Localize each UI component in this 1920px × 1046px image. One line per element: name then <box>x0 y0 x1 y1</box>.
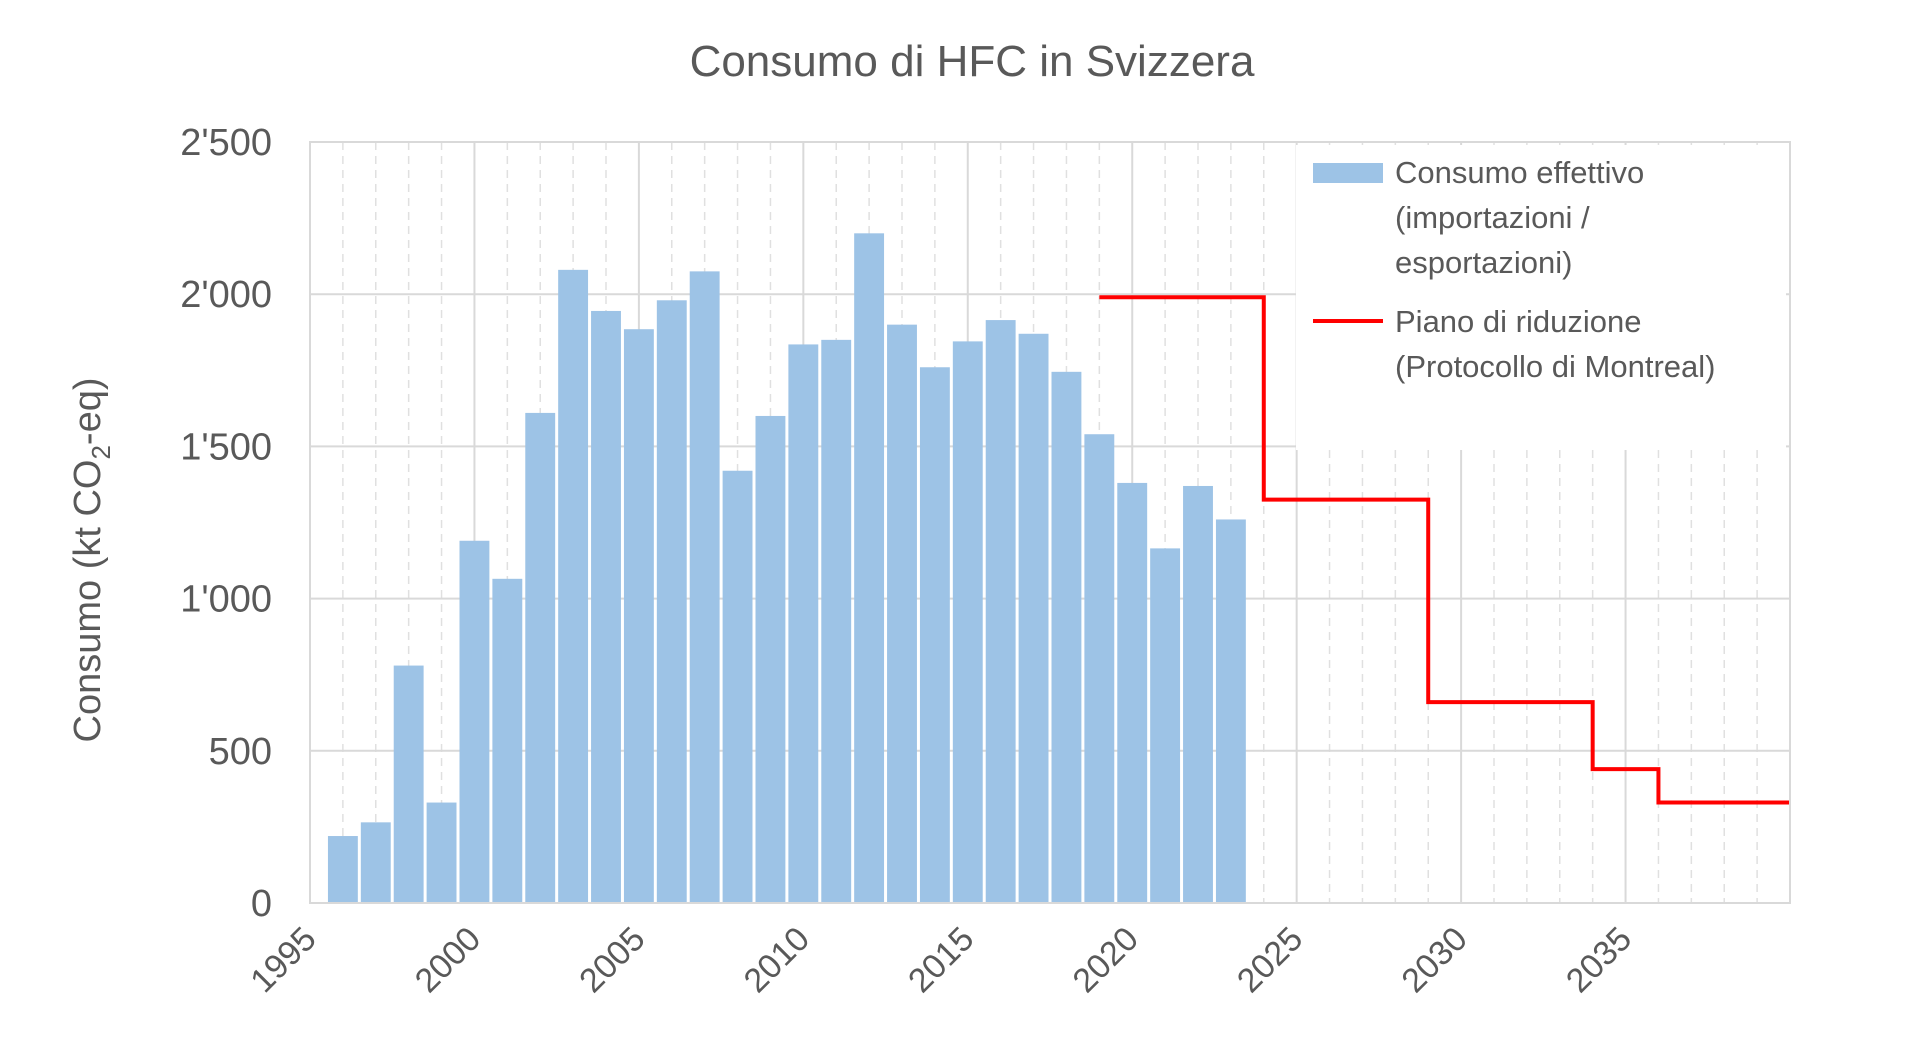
legend-box <box>1296 145 1786 450</box>
legend: Consumo effettivo (importazioni / esportaz… <box>1313 155 1715 384</box>
bar <box>854 233 885 903</box>
x-tick-label: 2030 <box>1394 920 1474 1000</box>
y-axis-label-end: -eq) <box>67 377 109 445</box>
bar <box>1051 371 1082 903</box>
bar <box>591 310 621 903</box>
legend-background <box>1296 145 1786 450</box>
legend-label-line: Piano di riduzione <box>1395 304 1641 339</box>
legend-label-bars: esportazioni) <box>1395 245 1572 280</box>
bar <box>985 320 1016 904</box>
bar <box>722 470 753 903</box>
bar <box>525 412 556 903</box>
bar <box>393 665 424 903</box>
bar <box>919 367 950 904</box>
bar <box>1150 548 1181 903</box>
x-tick-label: 2000 <box>408 920 488 1000</box>
bar <box>623 329 654 903</box>
bar <box>1084 434 1115 903</box>
bar <box>558 269 589 903</box>
x-tick-label: 2010 <box>737 920 817 1000</box>
x-tick-label: 2015 <box>901 920 981 1000</box>
x-tick-label: 2005 <box>572 920 652 1000</box>
y-tick-label: 1'000 <box>180 579 272 621</box>
axes <box>309 141 1791 904</box>
bar-series <box>327 233 1246 904</box>
y-axis-label-main: Consumo (kt CO <box>67 460 109 743</box>
plot-border <box>309 141 1791 904</box>
bar <box>1215 519 1246 903</box>
reduction-plan-line <box>1099 295 1790 805</box>
y-tick-label: 2'500 <box>180 122 272 164</box>
y-tick-labels: 0 500 1'000 1'500 2'000 2'500 <box>180 122 272 925</box>
bar <box>656 300 687 904</box>
legend-label-bars: (importazioni / <box>1395 200 1590 235</box>
legend-bar-swatch <box>1313 163 1383 183</box>
y-tick-label: 500 <box>209 731 272 773</box>
x-tick-label: 2025 <box>1230 920 1310 1000</box>
y-tick-label: 0 <box>251 883 272 925</box>
x-tick-labels: 1995 2000 2005 2010 2015 2020 2025 2030 2035 <box>243 920 1639 1000</box>
chart-title: Consumo di HFC in Svizzera <box>690 37 1255 86</box>
legend-label-line: (Protocollo di Montreal) <box>1395 349 1715 384</box>
bar <box>360 822 391 903</box>
bar <box>689 271 720 903</box>
bar <box>492 578 523 903</box>
bar <box>952 341 983 904</box>
bar <box>426 802 457 903</box>
bar <box>1183 485 1213 903</box>
y-axis-label: Consumo (kt CO2-eq) <box>67 377 116 742</box>
bar <box>887 324 917 903</box>
bar <box>327 836 358 903</box>
x-tick-label: 2020 <box>1066 920 1146 1000</box>
y-axis-label-subscript: 2 <box>86 445 116 459</box>
x-tick-label: 2035 <box>1559 920 1639 1000</box>
bar <box>1117 482 1148 903</box>
bar <box>1018 333 1049 904</box>
y-tick-label: 1'500 <box>180 426 272 468</box>
bar <box>821 339 852 903</box>
bar <box>755 415 786 903</box>
bar <box>459 540 490 903</box>
x-tick-label: 1995 <box>243 920 323 1000</box>
legend-label-bars: Consumo effettivo <box>1395 155 1644 190</box>
y-tick-label: 2'000 <box>180 274 272 316</box>
line-series <box>1099 295 1790 805</box>
bar <box>788 344 819 903</box>
